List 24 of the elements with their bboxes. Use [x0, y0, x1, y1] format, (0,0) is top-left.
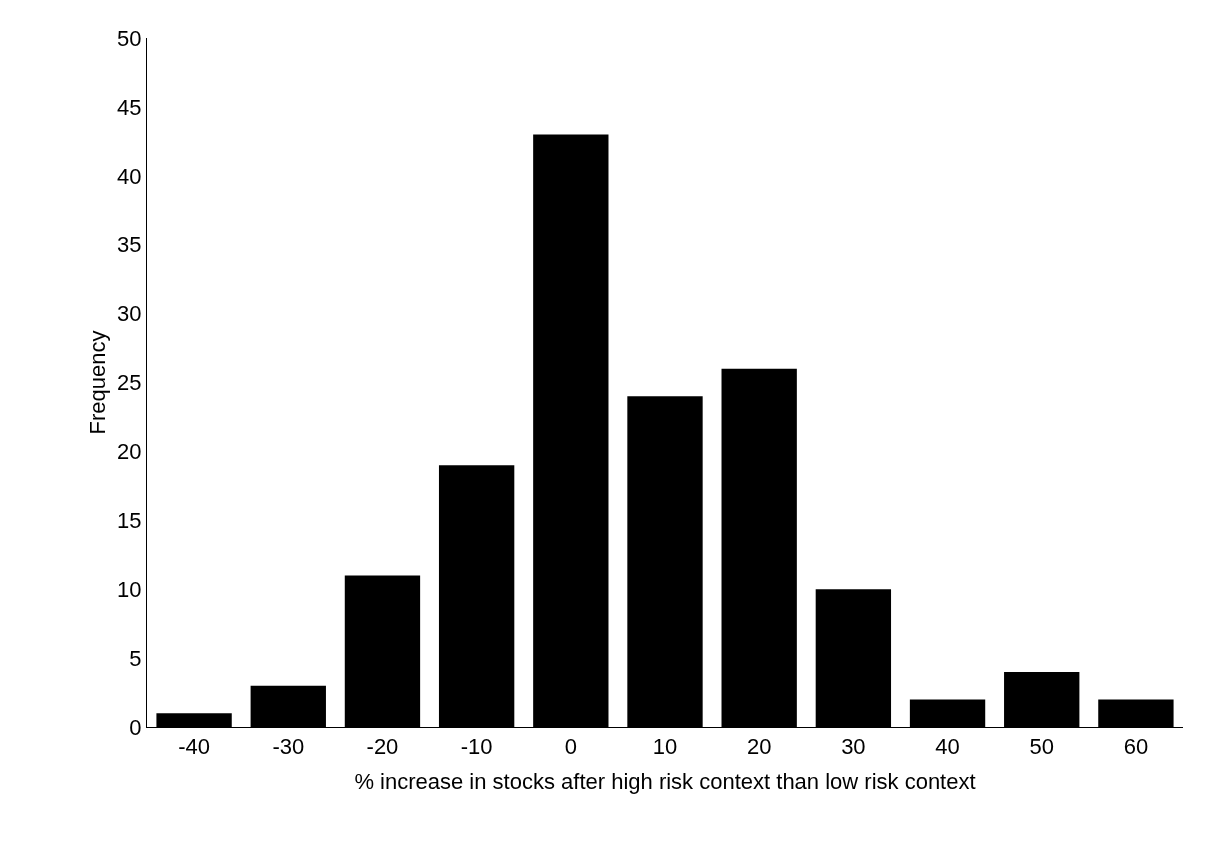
x-tick-label: 60: [1123, 734, 1149, 760]
x-tick-label: -40: [178, 734, 210, 760]
y-tick-label: 45: [117, 94, 142, 120]
y-tick-label: 35: [117, 232, 142, 258]
x-tick-label: 0: [564, 734, 577, 760]
x-tick-label: 40: [935, 734, 960, 760]
x-tick-label: -10: [460, 734, 493, 760]
x-tick-label: 10: [652, 734, 678, 760]
x-tick-label: 30: [841, 734, 866, 760]
y-tick-label: 5: [129, 645, 142, 671]
y-tick-label: 50: [117, 25, 142, 51]
x-tick-label: 20: [746, 734, 772, 760]
y-tick-label: 10: [117, 576, 142, 602]
y-tick-label: 0: [129, 714, 142, 740]
x-axis-title: % increase in stocks after high risk context than low risk context: [354, 769, 976, 795]
x-tick-label: -20: [366, 734, 399, 760]
y-tick-label: 15: [117, 508, 142, 533]
x-tick-label: 50: [1029, 734, 1054, 760]
y-tick-label: 30: [117, 301, 142, 327]
y-tick-label: 25: [117, 370, 142, 396]
y-tick-label: 40: [117, 163, 142, 189]
y-axis-title: Frequency: [84, 330, 110, 435]
y-tick-label: 20: [117, 439, 142, 465]
x-tick-label: -30: [272, 734, 305, 760]
